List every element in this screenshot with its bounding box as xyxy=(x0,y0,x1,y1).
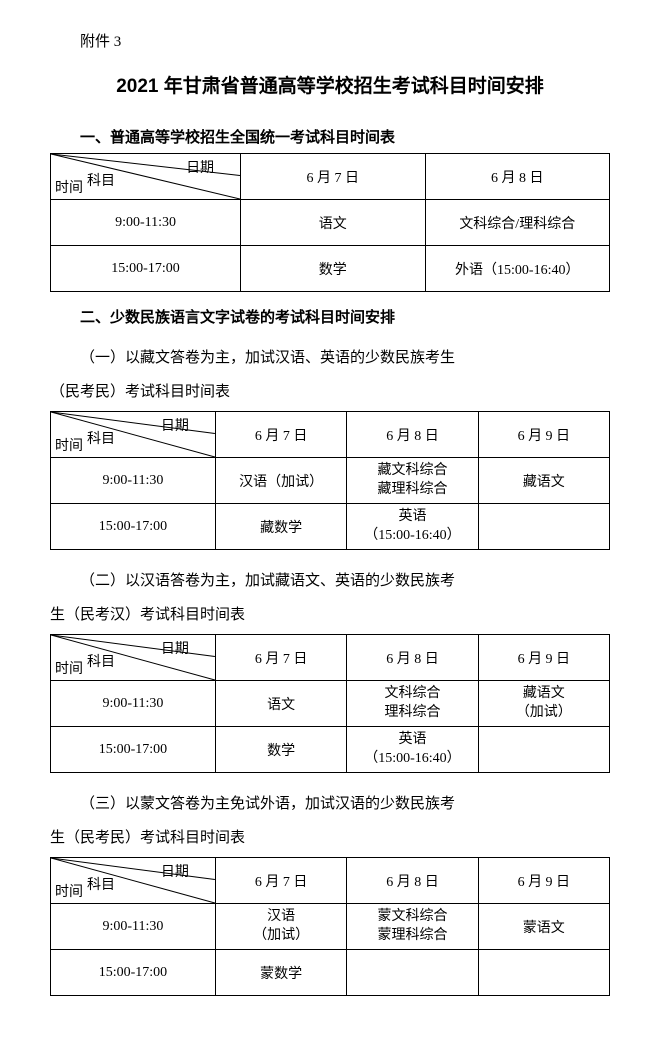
sub2-line1: （二）以汉语答卷为主，加试藏语文、英语的少数民族考 xyxy=(50,566,610,596)
cell: 汉语（加试） xyxy=(215,904,346,950)
corner-time: 时间 xyxy=(55,881,83,901)
cell: 语文 xyxy=(215,681,346,727)
time-cell: 15:00-17:00 xyxy=(51,950,216,996)
section1-title: 一、普通高等学校招生全国统一考试科目时间表 xyxy=(50,126,610,147)
corner-header: 日期 科目 时间 xyxy=(51,412,216,458)
attachment-label: 附件 3 xyxy=(80,30,610,51)
col-date2: 6 月 8 日 xyxy=(347,412,478,458)
corner-subject: 科目 xyxy=(87,874,115,894)
main-title: 2021 年甘肃省普通高等学校招生考试科目时间安排 xyxy=(50,71,610,98)
corner-time: 时间 xyxy=(55,658,83,678)
corner-time: 时间 xyxy=(55,177,83,197)
cell: 蒙语文 xyxy=(478,904,609,950)
cell xyxy=(478,727,609,773)
corner-header: 日期 科目 时间 xyxy=(51,858,216,904)
table-row: 日期 科目 时间 6 月 7 日 6 月 8 日 6 月 9 日 xyxy=(51,635,610,681)
table-row: 15:00-17:00 蒙数学 xyxy=(51,950,610,996)
corner-header: 日期 科目 时间 xyxy=(51,635,216,681)
corner-date: 日期 xyxy=(161,861,189,881)
corner-date: 日期 xyxy=(186,157,214,177)
col-date2: 6 月 8 日 xyxy=(425,154,609,200)
cell: 藏文科综合藏理科综合 xyxy=(347,458,478,504)
col-date2: 6 月 8 日 xyxy=(347,635,478,681)
col-date1: 6 月 7 日 xyxy=(215,412,346,458)
cell: 藏语文（加试） xyxy=(478,681,609,727)
col-date3: 6 月 9 日 xyxy=(478,412,609,458)
cell: 文科综合理科综合 xyxy=(347,681,478,727)
sub3-line1: （三）以蒙文答卷为主免试外语，加试汉语的少数民族考 xyxy=(50,789,610,819)
col-date1: 6 月 7 日 xyxy=(241,154,425,200)
table2: 日期 科目 时间 6 月 7 日 6 月 8 日 6 月 9 日 9:00-11… xyxy=(50,411,610,550)
col-date3: 6 月 9 日 xyxy=(478,858,609,904)
cell: 数学 xyxy=(215,727,346,773)
cell: 藏数学 xyxy=(215,504,346,550)
table-row: 15:00-17:00 藏数学 英语（15:00-16:40） xyxy=(51,504,610,550)
cell: 外语（15:00-16:40） xyxy=(425,246,609,292)
sub2-line2: 生（民考汉）考试科目时间表 xyxy=(50,600,610,630)
table-row: 日期 科目 时间 6 月 7 日 6 月 8 日 6 月 9 日 xyxy=(51,858,610,904)
corner-subject: 科目 xyxy=(87,170,115,190)
corner-header: 日期 科目 时间 xyxy=(51,154,241,200)
cell: 数学 xyxy=(241,246,425,292)
time-cell: 15:00-17:00 xyxy=(51,727,216,773)
table1: 日期 科目 时间 6 月 7 日 6 月 8 日 9:00-11:30 语文 文… xyxy=(50,153,610,292)
time-cell: 9:00-11:30 xyxy=(51,904,216,950)
cell: 文科综合/理科综合 xyxy=(425,200,609,246)
cell: 蒙文科综合蒙理科综合 xyxy=(347,904,478,950)
table-row: 9:00-11:30 汉语（加试） 藏文科综合藏理科综合 藏语文 xyxy=(51,458,610,504)
table-row: 9:00-11:30 汉语（加试） 蒙文科综合蒙理科综合 蒙语文 xyxy=(51,904,610,950)
time-cell: 9:00-11:30 xyxy=(51,681,216,727)
cell: 语文 xyxy=(241,200,425,246)
col-date2: 6 月 8 日 xyxy=(347,858,478,904)
table-row: 15:00-17:00 数学 英语（15:00-16:40） xyxy=(51,727,610,773)
table4: 日期 科目 时间 6 月 7 日 6 月 8 日 6 月 9 日 9:00-11… xyxy=(50,857,610,996)
sub1-line1: （一）以藏文答卷为主，加试汉语、英语的少数民族考生 xyxy=(50,343,610,373)
sub1-line2: （民考民）考试科目时间表 xyxy=(50,377,610,407)
table-row: 15:00-17:00 数学 外语（15:00-16:40） xyxy=(51,246,610,292)
col-date1: 6 月 7 日 xyxy=(215,858,346,904)
cell: 英语（15:00-16:40） xyxy=(347,504,478,550)
table-row: 9:00-11:30 语文 文科综合理科综合 藏语文（加试） xyxy=(51,681,610,727)
time-cell: 9:00-11:30 xyxy=(51,458,216,504)
corner-time: 时间 xyxy=(55,435,83,455)
corner-subject: 科目 xyxy=(87,428,115,448)
time-cell: 9:00-11:30 xyxy=(51,200,241,246)
corner-subject: 科目 xyxy=(87,651,115,671)
section2-title: 二、少数民族语言文字试卷的考试科目时间安排 xyxy=(50,306,610,327)
table-row: 日期 科目 时间 6 月 7 日 6 月 8 日 xyxy=(51,154,610,200)
table3: 日期 科目 时间 6 月 7 日 6 月 8 日 6 月 9 日 9:00-11… xyxy=(50,634,610,773)
corner-date: 日期 xyxy=(161,638,189,658)
cell xyxy=(478,950,609,996)
cell: 藏语文 xyxy=(478,458,609,504)
table-row: 日期 科目 时间 6 月 7 日 6 月 8 日 6 月 9 日 xyxy=(51,412,610,458)
col-date3: 6 月 9 日 xyxy=(478,635,609,681)
corner-date: 日期 xyxy=(161,415,189,435)
cell: 汉语（加试） xyxy=(215,458,346,504)
cell xyxy=(478,504,609,550)
cell: 英语（15:00-16:40） xyxy=(347,727,478,773)
time-cell: 15:00-17:00 xyxy=(51,246,241,292)
time-cell: 15:00-17:00 xyxy=(51,504,216,550)
table-row: 9:00-11:30 语文 文科综合/理科综合 xyxy=(51,200,610,246)
col-date1: 6 月 7 日 xyxy=(215,635,346,681)
sub3-line2: 生（民考民）考试科目时间表 xyxy=(50,823,610,853)
cell xyxy=(347,950,478,996)
cell: 蒙数学 xyxy=(215,950,346,996)
